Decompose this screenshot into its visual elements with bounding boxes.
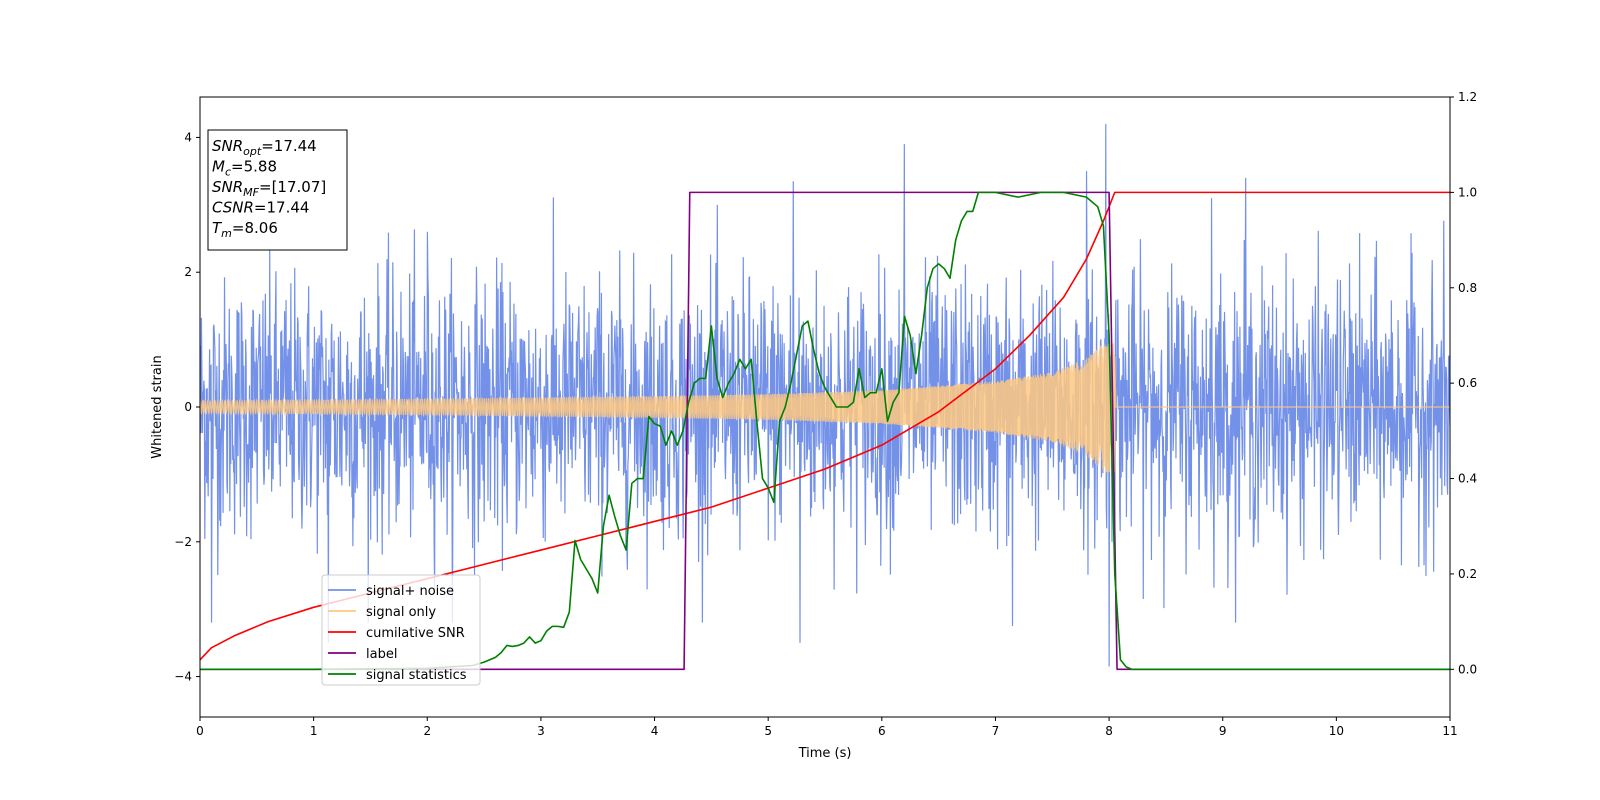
x-tick-label: 11	[1442, 724, 1457, 738]
info-box-line: SNRopt=17.44	[212, 137, 317, 158]
x-tick-label: 6	[878, 724, 886, 738]
right-y-tick-label: 0.0	[1458, 662, 1477, 676]
info-subscript: opt	[243, 145, 262, 158]
info-symbol: T	[212, 219, 223, 237]
legend-label: signal+ noise	[366, 584, 454, 599]
legend-label: cumilative SNR	[366, 626, 465, 641]
x-tick-label: 7	[992, 724, 1000, 738]
x-tick-label: 8	[1105, 724, 1113, 738]
y-axis-label: Whitened strain	[150, 355, 165, 458]
x-tick-label: 5	[764, 724, 772, 738]
info-subscript: MF	[243, 186, 259, 199]
legend-label: signal only	[366, 605, 436, 620]
left-y-axis: −4 −2 0 2 4	[174, 130, 200, 684]
legend-frame	[321, 574, 481, 686]
info-box-line: Mc=5.88	[212, 158, 277, 179]
right-y-axis: 0.0 0.2 0.4 0.6 0.8 1.0 1.2	[1450, 90, 1477, 676]
info-symbol: SNR	[212, 137, 243, 155]
info-box-line: SNRMF=[17.07]	[212, 178, 326, 199]
left-y-tick-label: −2	[174, 535, 192, 549]
info-symbol: M	[212, 158, 225, 176]
left-y-tick-label: 0	[184, 400, 192, 414]
right-y-tick-label: 1.2	[1458, 90, 1477, 104]
info-value: =8.06	[232, 219, 278, 237]
right-y-tick-label: 0.4	[1458, 472, 1477, 486]
info-subscript: c	[225, 166, 231, 179]
legend-label: signal statistics	[366, 668, 467, 683]
x-tick-label: 0	[196, 724, 204, 738]
info-value: =17.44	[261, 137, 317, 155]
info-subscript: m	[221, 227, 232, 240]
left-y-tick-label: 2	[184, 265, 192, 279]
right-y-tick-label: 0.8	[1458, 281, 1477, 295]
series-cumilative-snr-line	[200, 191, 1450, 661]
x-tick-label: 2	[423, 724, 431, 738]
legend-label: label	[366, 647, 397, 662]
info-box-line: Tm=8.06	[212, 219, 278, 240]
left-y-tick-label: −4	[174, 670, 192, 684]
x-axis-label: Time (s)	[798, 746, 852, 761]
info-value: =17.44	[254, 199, 310, 217]
series-signal-only-line	[200, 339, 1450, 477]
info-value: =5.88	[231, 158, 277, 176]
info-box-line: CSNR=17.44	[212, 199, 309, 217]
right-y-tick-label: 1.0	[1458, 185, 1477, 199]
x-tick-label: 10	[1329, 724, 1344, 738]
left-y-tick-label: 4	[184, 130, 192, 144]
series-signal-statistics-line	[200, 191, 1450, 671]
x-tick-label: 4	[651, 724, 659, 738]
x-axis: 0 1 2 3 4 5 6 7 8 9 10 11	[196, 717, 1458, 738]
info-value: =[17.07]	[259, 178, 326, 196]
x-tick-label: 9	[1219, 724, 1227, 738]
info-symbol: CSNR	[212, 199, 254, 217]
info-symbol: SNR	[212, 178, 243, 196]
legend: signal+ noise signal only cumilative SNR la…	[321, 574, 481, 686]
series-layer	[200, 123, 1450, 671]
info-box-frame	[207, 129, 348, 251]
x-tick-label: 1	[310, 724, 318, 738]
x-tick-label: 3	[537, 724, 545, 738]
right-y-tick-label: 0.6	[1458, 376, 1477, 390]
right-y-tick-label: 0.2	[1458, 567, 1477, 581]
info-box: SNRopt=17.44Mc=5.88SNRMF=[17.07]CSNR=17.…	[207, 129, 348, 251]
